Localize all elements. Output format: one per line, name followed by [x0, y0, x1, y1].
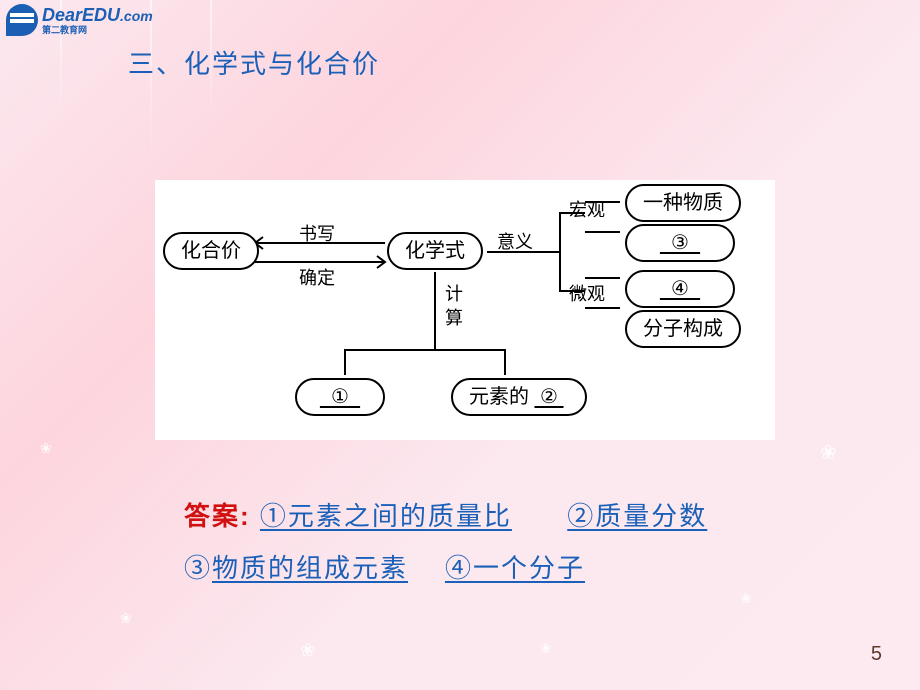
label-determine: 确定 — [299, 264, 335, 290]
label-calc-1: 计 — [445, 280, 463, 306]
answers-block: 答案: ①元素之间的质量比 ②质量分数 ③物质的组成元素 ④一个分子 — [184, 490, 707, 594]
node-blank-1: ① — [295, 378, 385, 416]
answer-3: ③物质的组成元素 — [184, 553, 408, 583]
answer-2: ②质量分数 — [567, 501, 707, 531]
logo-subtitle: 第二教育网 — [42, 26, 153, 35]
decor-petal: ❀ — [740, 590, 752, 607]
label-micro: 微观 — [569, 280, 605, 306]
node-elem-of: 元素的 ② — [451, 378, 587, 416]
logo-brand: DearEDU — [42, 5, 120, 25]
decor-petal: ❀ — [540, 640, 552, 657]
site-logo: DearEDU.com 第二教育网 — [6, 4, 153, 36]
section-title: 三、化学式与化合价 — [128, 44, 380, 81]
logo-mark-icon — [6, 4, 38, 36]
answer-4: ④一个分子 — [445, 553, 585, 583]
node-micro-2: 分子构成 — [625, 310, 741, 348]
concept-map: 化合价 化学式 一种物质 ③ ④ 分子构成 ① 元素的 ② 书写 确定 意义 计… — [155, 180, 775, 440]
decor-petal: ❀ — [820, 440, 837, 465]
decor-petal: ❀ — [120, 610, 132, 627]
label-calc-2: 算 — [445, 304, 463, 330]
logo-tld: .com — [120, 8, 153, 24]
label-meaning: 意义 — [497, 228, 533, 254]
label-macro: 宏观 — [569, 196, 605, 222]
node-macro-1: 一种物质 — [625, 184, 741, 222]
answers-label: 答案: — [184, 501, 251, 531]
decor-petal: ❀ — [40, 440, 52, 457]
page-number: 5 — [871, 643, 882, 666]
node-blank-3: ③ — [625, 224, 735, 262]
node-blank-4: ④ — [625, 270, 735, 308]
node-formula: 化学式 — [387, 232, 483, 270]
label-write: 书写 — [299, 220, 335, 246]
node-valence: 化合价 — [163, 232, 259, 270]
answer-1: ①元素之间的质量比 — [260, 501, 512, 531]
decor-petal: ❀ — [300, 640, 315, 661]
